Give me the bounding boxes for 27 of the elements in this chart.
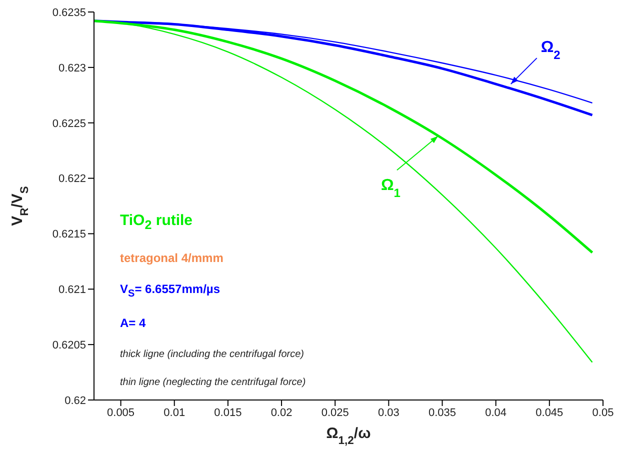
x-tick-label: 0.005 [107,406,135,419]
x-tick-label: 0.02 [270,406,292,419]
x-tick-label: 0.05 [592,406,614,419]
x-tick-label: 0.035 [428,406,456,419]
x-tick-label: 0.025 [321,406,349,419]
annotation: thick ligne (including the centrifugal force) [120,349,304,360]
annotation: A= 4 [120,316,146,330]
y-tick-label: 0.62 [64,394,86,407]
x-tick-label: 0.03 [378,406,400,419]
x-axis-title: Ω$_{1,2}$/ω [326,425,372,447]
y-tick-label: 0.623 [58,62,86,74]
x-tick-label: 0.045 [536,406,564,419]
y-tick-label: 0.6215 [52,228,86,241]
annotation: tetragonal 4/mmm [120,251,224,265]
annotation: Ω$_{2}$ [540,39,561,62]
annotation: V$_{S}$= 6.6557mm/µs [120,282,220,300]
y-tick-label: 0.6225 [52,118,86,130]
x-tick-label: 0.01 [164,406,186,419]
y-tick-label: 0.621 [58,284,86,296]
annotation: thin ligne (neglecting the centrifugal force) [120,377,306,388]
y-tick-label: 0.6235 [52,6,86,19]
x-tick-label: 0.015 [214,406,242,419]
y-tick-label: 0.6205 [52,339,86,352]
y-tick-label: 0.622 [58,173,86,186]
x-tick-label: 0.04 [485,406,507,419]
annotation: TiO$_{2}$ rutile [120,212,193,232]
annotation: Ω$_{1}$ [380,177,401,200]
